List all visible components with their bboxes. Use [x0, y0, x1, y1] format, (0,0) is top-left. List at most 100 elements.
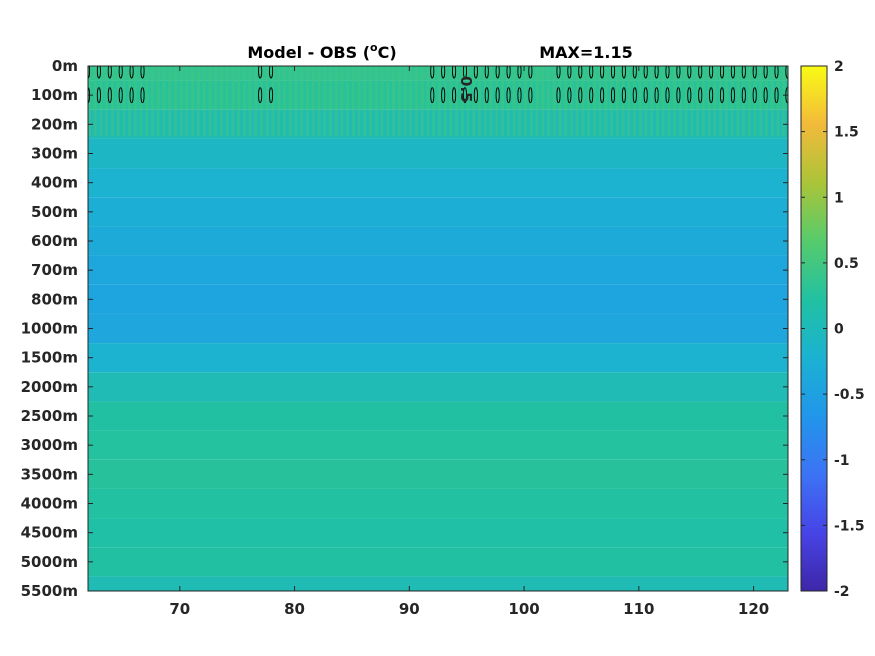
contour-lines	[88, 66, 788, 104]
surface-stripe	[478, 66, 482, 136]
contour-line	[452, 87, 457, 104]
surface-stripe	[443, 66, 447, 136]
y-tick-label: 400m	[31, 174, 78, 192]
surface-stripe	[415, 66, 418, 136]
surface-stripe	[770, 66, 774, 136]
surface-stripe	[271, 66, 275, 136]
surface-stripe	[644, 66, 648, 136]
y-tick-label: 5500m	[21, 582, 78, 600]
x-tick-label: 110	[623, 600, 654, 618]
surface-stripe	[392, 66, 395, 136]
contour-line	[118, 87, 123, 104]
y-tick-label: 0m	[52, 57, 78, 75]
surface-stripe	[724, 66, 728, 136]
surface-stripe	[661, 66, 665, 136]
surface-stripe	[202, 66, 206, 136]
y-tick-label: 1000m	[21, 320, 78, 338]
x-tick-label: 70	[169, 600, 190, 618]
x-tick-label: 100	[508, 600, 539, 618]
depth-band	[88, 372, 788, 402]
surface-stripe	[541, 66, 545, 136]
surface-stripe	[535, 66, 539, 136]
contour-line	[473, 87, 478, 104]
contour-line	[752, 87, 757, 104]
surface-stripe	[575, 66, 579, 136]
colorbar-tick-label: 0	[834, 322, 844, 338]
surface-stripe	[334, 66, 338, 136]
contour-line	[643, 66, 648, 79]
contour-line	[589, 87, 594, 104]
contour-line	[556, 87, 561, 104]
chart-title-left: Model - OBS (	[247, 43, 370, 62]
contour-line	[709, 87, 714, 104]
depth-band	[88, 576, 788, 591]
y-tick-label: 2000m	[21, 378, 78, 396]
surface-stripe	[323, 66, 327, 136]
contour-line	[506, 66, 511, 79]
surface-stripe	[162, 66, 166, 136]
surface-stripe	[438, 66, 441, 136]
contour-line	[556, 66, 561, 79]
y-tick-label: 100m	[31, 86, 78, 104]
contour-line	[621, 87, 626, 104]
y-tick-label: 300m	[31, 145, 78, 163]
contour-line	[118, 66, 123, 79]
contour-line	[567, 87, 572, 104]
surface-stripe	[592, 66, 596, 136]
surface-stripe	[782, 66, 786, 136]
surface-stripe	[191, 66, 195, 136]
contour-line	[763, 87, 768, 104]
contour-line	[484, 66, 489, 79]
contour-line	[676, 87, 681, 104]
surface-stripe	[449, 66, 453, 136]
surface-stripe	[747, 66, 751, 136]
surface-stripe	[386, 66, 390, 136]
contour-line	[610, 87, 616, 104]
y-tick-label: 5000m	[21, 553, 78, 571]
colorbar	[800, 65, 828, 592]
surface-stripe	[380, 66, 384, 136]
surface-stripe	[581, 66, 585, 136]
contour-line	[654, 66, 659, 79]
colorbar-tick-label: 1	[834, 190, 844, 206]
contour-line	[430, 87, 435, 104]
contour-line	[452, 66, 457, 79]
y-axis: 0m 100m 200m 300m 400m 500m 600m 700m 800m 1000m 1…	[21, 57, 788, 600]
contour-line	[462, 66, 468, 79]
contour-line	[730, 66, 735, 79]
y-tick-label: 2500m	[21, 407, 78, 425]
contour-line	[528, 66, 533, 79]
surface-stripe	[678, 66, 682, 136]
y-tick-label: 700m	[31, 261, 78, 279]
depth-band	[88, 459, 788, 489]
depth-band	[88, 168, 788, 198]
surface-stripe	[547, 66, 550, 136]
contour-line	[589, 66, 594, 79]
surface-stripe	[133, 66, 137, 136]
y-tick-label: 200m	[31, 115, 78, 133]
y-tick-label: 500m	[31, 203, 78, 221]
surface-stripe	[99, 66, 103, 136]
contour-line	[495, 87, 500, 104]
surface-stripe	[116, 66, 120, 136]
surface-stripe	[105, 66, 109, 136]
contour-line	[473, 66, 478, 79]
surface-stripe	[174, 66, 177, 136]
surface-stripe	[340, 66, 344, 136]
x-tick-label: 90	[399, 600, 420, 618]
chart-title-superscript: o	[370, 41, 378, 54]
surface-stripe	[701, 66, 705, 136]
colorbar-tick-label: -2	[834, 584, 850, 600]
contour-line	[129, 87, 134, 104]
contour-line	[430, 66, 435, 79]
depth-band	[88, 518, 788, 548]
y-tick-label: 3500m	[21, 465, 78, 483]
colorbar-tick-label: 0.5	[834, 256, 859, 272]
contour-line	[107, 87, 112, 104]
surface-stripe	[524, 66, 527, 136]
x-tick-label: 80	[284, 600, 305, 618]
surface-stripe	[110, 66, 114, 136]
x-axis: 70 80 90 100 110 120	[169, 66, 769, 618]
contour-line	[258, 87, 263, 104]
contour-line	[719, 66, 725, 79]
